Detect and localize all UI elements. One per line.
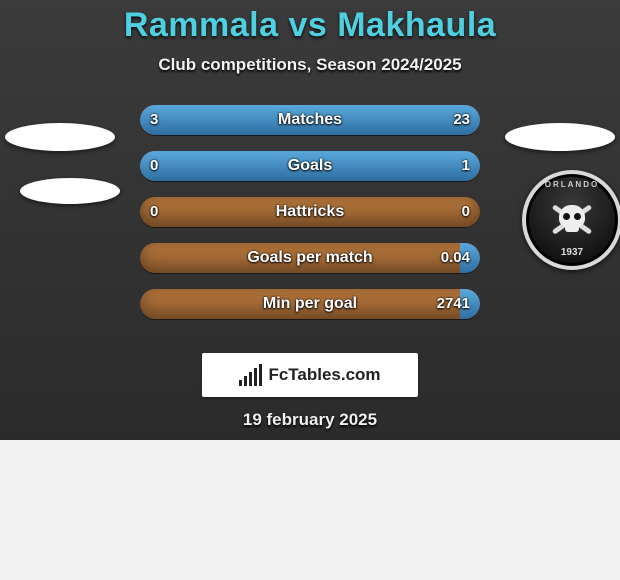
club-badge: ORLANDO 1937 [522,170,620,270]
stat-row: Min per goal2741 [140,289,480,319]
stat-right-value: 0 [462,197,470,227]
stat-label: Goals per match [140,243,480,273]
stat-right-value: 0.04 [441,243,470,273]
stat-row: Goals per match0.04 [140,243,480,273]
stat-right-value: 1 [462,151,470,181]
bar-chart-icon [239,364,262,386]
stat-row: 3Matches23 [140,105,480,135]
stat-label: Min per goal [140,289,480,319]
stat-label: Matches [140,105,480,135]
player1-placeholder-bottom [20,178,120,204]
stat-label: Hattricks [140,197,480,227]
stat-label: Goals [140,151,480,181]
date-text: 19 february 2025 [0,410,620,430]
badge-top-text: ORLANDO [545,180,599,189]
skull-icon [557,205,587,235]
player1-placeholder-top [5,123,115,151]
stat-right-value: 2741 [437,289,470,319]
stat-row: 0Hattricks0 [140,197,480,227]
page-title: Rammala vs Makhaula [0,0,620,45]
subtitle: Club competitions, Season 2024/2025 [0,55,620,75]
brand-name: FcTables.com [268,365,380,385]
badge-year: 1937 [561,247,583,258]
player2-placeholder-top [505,123,615,151]
stat-row: 0Goals1 [140,151,480,181]
brand-logo: FcTables.com [202,353,418,397]
stat-right-value: 23 [453,105,470,135]
infographic-card: Rammala vs Makhaula Club competitions, S… [0,0,620,440]
